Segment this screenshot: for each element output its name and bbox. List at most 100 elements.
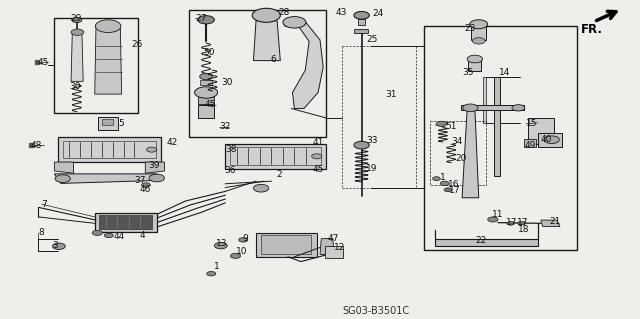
Circle shape [354,141,369,149]
Bar [354,29,368,33]
Bar [58,137,161,162]
Circle shape [463,104,478,112]
Text: 20: 20 [456,154,467,163]
Polygon shape [253,21,280,61]
Polygon shape [435,239,538,246]
Bar [198,105,214,118]
Text: 5: 5 [118,119,124,128]
Circle shape [55,175,70,182]
Bar [538,133,562,147]
Text: 19: 19 [366,164,378,173]
Bar [95,213,157,232]
Text: 39: 39 [148,161,160,170]
Circle shape [444,188,452,192]
Text: 10: 10 [236,247,247,256]
Text: 45: 45 [37,58,49,67]
Circle shape [472,38,485,44]
Circle shape [433,177,440,181]
Text: 34: 34 [451,137,463,146]
Bar [225,144,326,169]
Text: 40: 40 [541,135,552,144]
Polygon shape [54,162,74,173]
Text: 13: 13 [216,239,228,248]
Circle shape [467,55,483,63]
Text: 48: 48 [31,141,42,150]
Circle shape [104,233,113,238]
Bar [200,80,212,85]
Text: FR.: FR. [581,23,603,36]
Circle shape [512,105,525,111]
Circle shape [253,184,269,192]
Circle shape [200,73,212,80]
Text: 30: 30 [69,82,81,91]
Polygon shape [462,108,479,198]
Text: 4: 4 [140,231,145,240]
Polygon shape [71,32,83,81]
Circle shape [95,20,121,33]
Text: 47: 47 [328,234,339,243]
Circle shape [470,20,488,29]
Text: 9: 9 [242,234,248,243]
Text: 25: 25 [366,35,378,44]
Circle shape [52,243,65,249]
Text: 26: 26 [131,40,143,49]
Text: 8: 8 [38,228,44,237]
Text: 17: 17 [449,186,461,195]
Text: 49: 49 [525,141,536,150]
Circle shape [488,217,498,222]
Text: 38: 38 [225,145,237,154]
Text: 24: 24 [372,9,384,18]
Bar [483,77,486,123]
Text: 37: 37 [134,176,146,185]
Bar [98,117,118,130]
Text: 45: 45 [312,165,324,174]
Text: 16: 16 [448,180,460,189]
Bar [358,19,365,25]
Bar [524,139,536,147]
Text: 45: 45 [205,100,216,109]
Bar [198,97,214,104]
Text: 22: 22 [475,236,486,245]
Text: 14: 14 [499,68,511,77]
Text: 31: 31 [385,90,397,99]
Circle shape [507,221,515,225]
Bar [54,18,138,113]
Polygon shape [541,220,560,226]
Circle shape [230,253,241,258]
Circle shape [149,174,164,182]
Bar [325,246,343,258]
Text: 32: 32 [219,122,230,131]
Text: SG03-B3501C: SG03-B3501C [342,306,410,316]
Bar [468,59,481,71]
Bar [528,118,554,144]
Circle shape [147,147,157,152]
Polygon shape [95,26,122,94]
Text: 18: 18 [518,225,530,234]
Bar [494,77,500,176]
Bar [424,26,577,250]
Polygon shape [54,174,163,183]
Circle shape [440,181,449,186]
Polygon shape [320,239,334,255]
Polygon shape [461,105,524,110]
Text: 2: 2 [276,170,282,179]
Text: 33: 33 [366,137,378,145]
Circle shape [354,11,369,19]
Text: 7: 7 [42,200,47,209]
Text: 17: 17 [517,218,529,227]
Circle shape [283,17,306,28]
Text: 51: 51 [445,122,456,131]
Text: 17: 17 [506,218,517,227]
Circle shape [544,136,559,144]
Text: 27: 27 [195,14,207,23]
Circle shape [214,242,227,249]
Text: 46: 46 [140,185,151,194]
Polygon shape [145,162,164,173]
Circle shape [198,16,214,24]
Circle shape [239,238,248,242]
Bar [430,121,486,185]
Bar [102,119,113,125]
Text: 30: 30 [221,78,232,87]
Circle shape [312,154,322,159]
Text: 3: 3 [52,241,58,250]
